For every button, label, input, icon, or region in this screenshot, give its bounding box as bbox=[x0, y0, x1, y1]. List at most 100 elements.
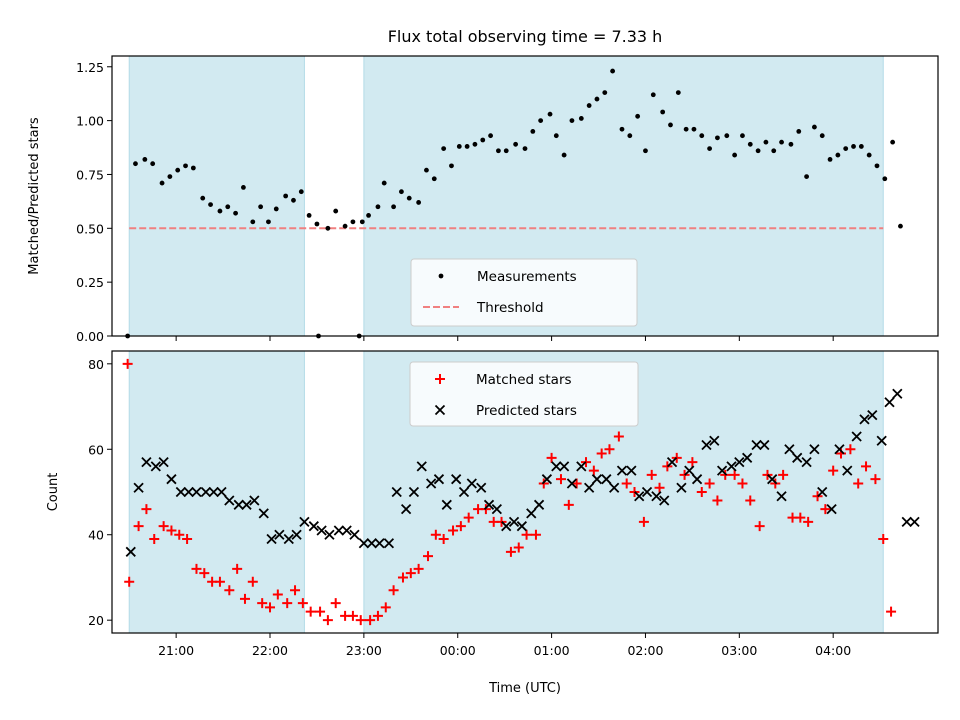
measurement-point bbox=[578, 116, 584, 121]
predicted-star-marker bbox=[666, 456, 678, 468]
predicted-star-marker bbox=[274, 529, 285, 540]
predicted-star-marker bbox=[476, 482, 487, 493]
predicted-star-marker bbox=[224, 495, 235, 506]
measurement-point bbox=[691, 126, 697, 132]
measurement-point bbox=[882, 176, 888, 182]
matched-star-marker bbox=[305, 606, 316, 617]
matched-star-marker bbox=[455, 521, 466, 532]
matched-star-marker bbox=[588, 465, 599, 476]
measurement-point bbox=[732, 152, 738, 158]
predicted-star-marker bbox=[826, 503, 837, 515]
matched-star-marker bbox=[463, 512, 474, 523]
predicted-star-marker bbox=[400, 503, 412, 515]
predicted-star-marker bbox=[308, 521, 319, 532]
measurement-point bbox=[283, 193, 289, 199]
legend-box bbox=[409, 361, 639, 427]
measurement-point bbox=[569, 118, 575, 124]
measurement-point bbox=[530, 128, 536, 134]
predicted-star-marker bbox=[183, 486, 194, 498]
legend: Matched stars Predicted stars bbox=[409, 361, 639, 427]
predicted-star-marker bbox=[566, 478, 578, 489]
legend-dot-marker bbox=[438, 273, 444, 279]
matched-star-marker bbox=[521, 529, 532, 540]
predicted-star-marker bbox=[141, 456, 152, 468]
measurement-point bbox=[266, 219, 271, 225]
matched-star-marker bbox=[380, 602, 391, 613]
measurement-point bbox=[835, 152, 841, 158]
predicted-star-marker bbox=[349, 529, 360, 540]
series-measurements bbox=[125, 68, 903, 339]
measurement-point bbox=[167, 174, 173, 180]
measurement-point bbox=[225, 204, 231, 210]
measurement-point bbox=[890, 139, 896, 145]
predicted-star-marker bbox=[716, 465, 728, 476]
y-tick-label: 0.75 bbox=[76, 167, 104, 182]
measurement-point bbox=[298, 189, 304, 195]
measurement-point bbox=[359, 219, 365, 225]
matched-star-marker bbox=[257, 598, 268, 609]
measurement-point bbox=[675, 90, 681, 96]
predicted-star-marker bbox=[901, 516, 912, 528]
measurement-point bbox=[416, 200, 422, 205]
measurement-point bbox=[553, 133, 559, 139]
matched-star-marker bbox=[886, 606, 897, 617]
measurement-point bbox=[314, 221, 320, 227]
predicted-star-marker bbox=[241, 499, 252, 510]
measurement-point bbox=[715, 135, 720, 141]
predicted-star-marker bbox=[659, 495, 670, 506]
predicted-star-marker bbox=[258, 508, 269, 519]
predicted-star-marker bbox=[691, 474, 703, 485]
measurement-point bbox=[898, 223, 903, 229]
matched-star-marker bbox=[149, 534, 160, 544]
x-tick-label: 02:00 bbox=[627, 643, 663, 658]
predicted-star-marker bbox=[634, 491, 645, 502]
measurement-point bbox=[610, 68, 616, 74]
matched-star-marker bbox=[423, 551, 434, 562]
predicted-star-marker bbox=[283, 533, 294, 545]
predicted-star-marker bbox=[792, 452, 803, 463]
predicted-star-marker bbox=[333, 525, 344, 536]
predicted-star-marker bbox=[616, 465, 628, 476]
matched-star-marker bbox=[182, 534, 193, 544]
measurement-point bbox=[233, 210, 238, 216]
matched-star-marker bbox=[405, 568, 416, 579]
matched-star-marker bbox=[297, 598, 308, 609]
predicted-star-marker bbox=[366, 538, 377, 549]
measurement-point bbox=[763, 139, 769, 145]
predicted-star-marker bbox=[516, 521, 528, 532]
measurement-point bbox=[273, 206, 279, 212]
matched-star-marker bbox=[133, 521, 144, 532]
predicted-star-marker bbox=[551, 461, 562, 472]
measurement-point bbox=[724, 133, 730, 139]
x-tick-label: 21:00 bbox=[158, 643, 194, 658]
predicted-star-marker bbox=[842, 465, 853, 476]
measurement-point bbox=[668, 122, 673, 128]
measurement-point bbox=[594, 96, 600, 102]
predicted-star-marker bbox=[817, 486, 828, 498]
measurement-point bbox=[200, 195, 206, 201]
predicted-star-marker bbox=[249, 495, 260, 506]
predicted-star-marker bbox=[299, 516, 310, 528]
matched-star-marker bbox=[265, 602, 276, 613]
predicted-star-marker bbox=[892, 388, 903, 399]
predicted-star-marker bbox=[200, 486, 212, 498]
legend-entry-label: Measurements bbox=[477, 269, 577, 285]
matched-star-marker bbox=[803, 516, 814, 527]
measurement-point bbox=[707, 146, 712, 152]
predicted-star-marker bbox=[601, 474, 612, 485]
predicted-star-marker bbox=[867, 409, 878, 421]
matched-star-marker bbox=[166, 525, 177, 536]
x-tick-label: 00:00 bbox=[440, 643, 476, 658]
predicted-star-marker bbox=[316, 525, 327, 536]
matched-star-marker bbox=[438, 534, 449, 544]
measurement-point bbox=[683, 126, 689, 132]
measurement-point bbox=[391, 204, 396, 210]
matched-star-marker bbox=[413, 563, 424, 574]
plot-frame bbox=[111, 350, 939, 634]
measurement-point bbox=[472, 141, 478, 147]
measurement-point bbox=[858, 144, 864, 149]
measurement-point bbox=[866, 152, 872, 158]
measurement-point bbox=[350, 219, 356, 225]
matched-star-marker bbox=[505, 546, 516, 557]
measurement-point bbox=[424, 167, 429, 173]
